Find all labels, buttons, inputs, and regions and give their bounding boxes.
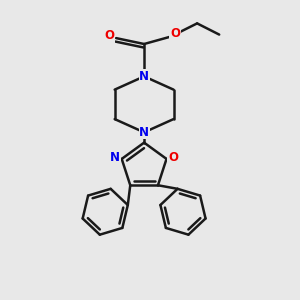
Text: N: N [110, 151, 120, 164]
Text: O: O [105, 29, 115, 42]
Text: N: N [139, 70, 149, 83]
Text: O: O [170, 27, 180, 40]
Text: O: O [168, 151, 178, 164]
Text: N: N [139, 126, 149, 139]
